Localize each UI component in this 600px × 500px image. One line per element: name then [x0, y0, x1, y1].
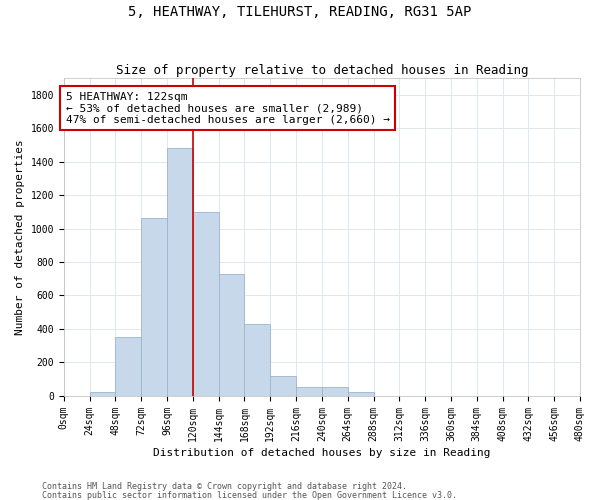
Bar	[141, 218, 167, 396]
Bar	[270, 376, 296, 396]
Y-axis label: Number of detached properties: Number of detached properties	[15, 139, 25, 335]
Bar	[89, 392, 115, 396]
Text: 5 HEATHWAY: 122sqm
← 53% of detached houses are smaller (2,989)
47% of semi-deta: 5 HEATHWAY: 122sqm ← 53% of detached hou…	[66, 92, 390, 124]
Bar	[115, 337, 141, 396]
Bar	[167, 148, 193, 396]
Text: 5, HEATHWAY, TILEHURST, READING, RG31 5AP: 5, HEATHWAY, TILEHURST, READING, RG31 5A…	[128, 5, 472, 19]
Text: Contains HM Land Registry data © Crown copyright and database right 2024.: Contains HM Land Registry data © Crown c…	[42, 482, 407, 491]
Bar	[218, 274, 244, 396]
X-axis label: Distribution of detached houses by size in Reading: Distribution of detached houses by size …	[153, 448, 491, 458]
Bar	[347, 392, 374, 396]
Text: Contains public sector information licensed under the Open Government Licence v3: Contains public sector information licen…	[42, 490, 457, 500]
Bar	[322, 387, 347, 396]
Title: Size of property relative to detached houses in Reading: Size of property relative to detached ho…	[116, 64, 528, 77]
Bar	[244, 324, 270, 396]
Bar	[296, 387, 322, 396]
Bar	[193, 212, 218, 396]
